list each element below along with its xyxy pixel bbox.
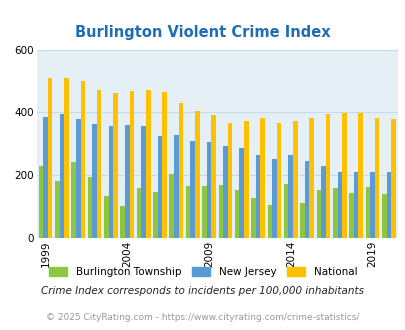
Bar bbox=[141, 126, 145, 238]
Bar bbox=[48, 78, 52, 238]
Bar bbox=[243, 121, 248, 238]
Bar bbox=[316, 190, 320, 238]
Bar bbox=[87, 178, 92, 238]
Text: Burlington Violent Crime Index: Burlington Violent Crime Index bbox=[75, 25, 330, 40]
Bar bbox=[251, 198, 255, 238]
Bar bbox=[353, 172, 358, 238]
Bar bbox=[304, 161, 309, 238]
Bar bbox=[348, 193, 353, 238]
Bar bbox=[369, 172, 374, 238]
Bar bbox=[276, 123, 281, 238]
Bar bbox=[239, 148, 243, 238]
Text: © 2025 CityRating.com - https://www.cityrating.com/crime-statistics/: © 2025 CityRating.com - https://www.city… bbox=[46, 313, 359, 322]
Bar bbox=[267, 205, 271, 238]
Bar bbox=[169, 174, 174, 238]
Bar bbox=[162, 92, 166, 238]
Bar bbox=[80, 82, 85, 238]
Bar bbox=[136, 188, 141, 238]
Bar bbox=[125, 125, 129, 238]
Bar bbox=[341, 113, 346, 238]
Bar bbox=[381, 194, 386, 238]
Bar bbox=[202, 186, 206, 238]
Bar bbox=[260, 117, 264, 238]
Bar bbox=[55, 181, 60, 238]
Bar bbox=[255, 155, 260, 238]
Bar bbox=[129, 91, 134, 238]
Bar bbox=[309, 117, 313, 238]
Bar bbox=[283, 184, 288, 238]
Bar bbox=[71, 162, 76, 238]
Bar bbox=[113, 93, 117, 238]
Bar bbox=[390, 119, 395, 238]
Bar bbox=[153, 191, 157, 238]
Text: Crime Index corresponds to incidents per 100,000 inhabitants: Crime Index corresponds to incidents per… bbox=[41, 286, 364, 296]
Bar bbox=[374, 117, 378, 238]
Legend: Burlington Township, New Jersey, National: Burlington Township, New Jersey, Nationa… bbox=[44, 263, 361, 281]
Bar bbox=[104, 196, 109, 238]
Bar bbox=[288, 155, 292, 238]
Bar bbox=[325, 115, 330, 238]
Bar bbox=[157, 136, 162, 238]
Bar bbox=[60, 115, 64, 238]
Bar bbox=[76, 119, 80, 238]
Bar bbox=[145, 90, 150, 238]
Bar bbox=[174, 135, 178, 238]
Bar bbox=[271, 159, 276, 238]
Bar bbox=[337, 172, 341, 238]
Bar bbox=[320, 166, 325, 238]
Bar bbox=[365, 187, 369, 238]
Bar bbox=[358, 114, 362, 238]
Bar bbox=[194, 111, 199, 238]
Bar bbox=[178, 103, 183, 238]
Bar bbox=[38, 166, 43, 238]
Bar bbox=[185, 186, 190, 238]
Bar bbox=[206, 142, 211, 238]
Bar bbox=[300, 203, 304, 238]
Bar bbox=[292, 121, 297, 238]
Bar bbox=[92, 124, 97, 238]
Bar bbox=[120, 206, 125, 238]
Bar bbox=[109, 126, 113, 238]
Bar bbox=[43, 117, 48, 238]
Bar bbox=[97, 90, 101, 238]
Bar bbox=[211, 115, 215, 238]
Bar bbox=[227, 123, 232, 238]
Bar bbox=[190, 141, 194, 238]
Bar bbox=[234, 190, 239, 238]
Bar bbox=[64, 78, 68, 238]
Bar bbox=[218, 185, 222, 238]
Bar bbox=[222, 146, 227, 238]
Bar bbox=[386, 172, 390, 238]
Bar bbox=[332, 188, 337, 238]
